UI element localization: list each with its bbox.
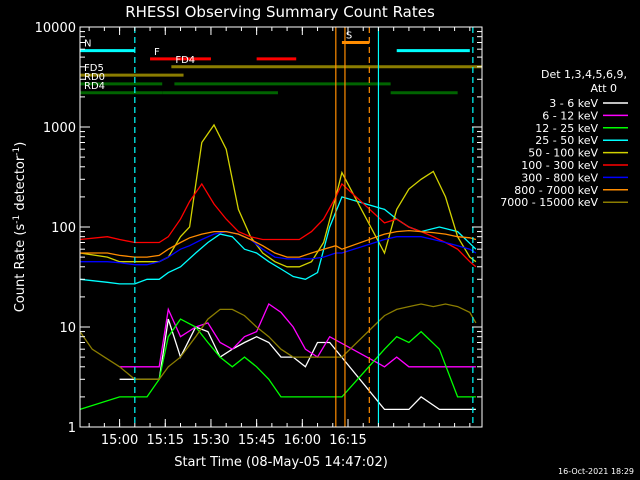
y-tick-label: 1 xyxy=(68,421,76,436)
flag-label-n: N xyxy=(84,39,91,50)
legend-label-300-800-kev: 300 - 800 keV xyxy=(521,171,598,184)
flag-label-s: S xyxy=(346,30,352,41)
legend-label-25-50-kev: 25 - 50 keV xyxy=(535,134,598,147)
x-tick-label: 15:30 xyxy=(192,433,229,448)
y-axis-label-sup2: -1 xyxy=(12,147,22,156)
legend-label-800-7000-kev: 800 - 7000 keV xyxy=(514,184,598,197)
series-line-300-800-kev xyxy=(80,230,477,266)
y-axis-label-main: Count Rate (s xyxy=(13,224,28,313)
y-axis-label-end: ) xyxy=(13,142,28,147)
footer-timestamp: 16-Oct-2021 18:29 xyxy=(558,467,634,476)
y-axis-label-sup1: -1 xyxy=(12,215,22,224)
flag-label-fd5: FD5 xyxy=(84,63,104,74)
flag-label-rd0: RD0 xyxy=(84,72,105,83)
y-tick-label: 10 xyxy=(59,321,76,336)
series-line-3-6-kev xyxy=(119,318,476,411)
y-axis-label: Count Rate (s-1 detector-1) xyxy=(12,142,28,313)
x-tick-label: 15:00 xyxy=(101,433,138,448)
x-tick-label: 15:45 xyxy=(238,433,275,448)
flag-label-rd4: RD4 xyxy=(84,81,105,92)
legend-header-line-2: Att 0 xyxy=(591,82,617,95)
x-axis-label: Start Time (08-May-05 14:47:02) xyxy=(174,455,388,470)
y-tick-label: 10000 xyxy=(35,21,76,36)
chart-title: RHESSI Observing Summary Count Rates xyxy=(125,3,435,21)
legend-label-7000-15000-kev: 7000 - 15000 keV xyxy=(500,196,598,209)
legend-label-50-100-kev: 50 - 100 keV xyxy=(528,147,598,160)
legend-label-100-300-kev: 100 - 300 keV xyxy=(521,159,598,172)
series-line-6-12-kev xyxy=(119,303,476,368)
series-line-7000-15000-kev xyxy=(79,303,477,380)
axis-layer: 15:00 15:15 15:30 15:45 16:00 16:15 1 10 100 1000… xyxy=(35,21,482,448)
flag-label-f: F xyxy=(154,47,160,58)
flag-label-fd4: FD4 xyxy=(175,55,195,66)
y-axis-label-mid: detector xyxy=(13,155,28,215)
y-tick-label: 1000 xyxy=(43,121,76,136)
series-line-800-7000-kev xyxy=(80,229,477,258)
y-tick-label: 100 xyxy=(51,221,76,236)
legend-label-6-12-kev: 6 - 12 keV xyxy=(542,109,598,122)
legend-header-line-1: Det 1,3,4,5,6,9, xyxy=(541,68,627,81)
x-tick-label: 16:15 xyxy=(329,433,366,448)
x-tick-label: 15:15 xyxy=(147,433,184,448)
series-line-12-25-kev xyxy=(79,318,476,411)
x-tick-label: 16:00 xyxy=(284,433,321,448)
legend-label-12-25-kev: 12 - 25 keV xyxy=(535,122,598,135)
series-layer xyxy=(79,123,477,411)
legend-label-3-6-kev: 3 - 6 keV xyxy=(549,97,598,110)
